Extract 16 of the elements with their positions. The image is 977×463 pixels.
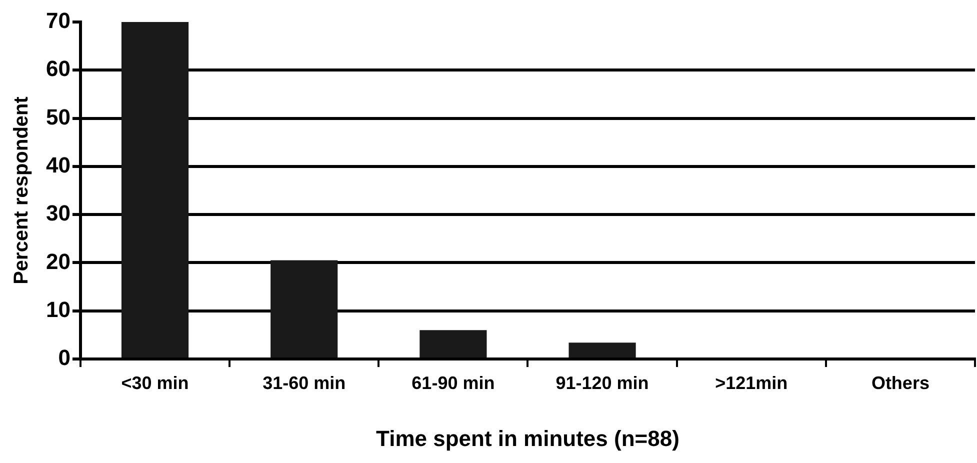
y-tick-label: 50	[46, 104, 70, 130]
x-tick-label: 31-60 min	[262, 372, 346, 393]
x-tick-label: Others	[871, 372, 930, 393]
y-tick-label: 30	[46, 200, 70, 226]
x-tick-label: >121min	[715, 372, 788, 393]
x-tick-label: 61-90 min	[412, 372, 495, 393]
y-tick-label: 60	[46, 56, 70, 82]
x-tick-label: <30 min	[121, 372, 189, 393]
x-axis-title: Time spent in minutes (n=88)	[376, 426, 680, 451]
x-tick-label: 91-120 min	[556, 372, 649, 393]
y-tick-label: 10	[46, 296, 70, 322]
y-axis-title: Percent respondent	[10, 96, 33, 284]
y-tick-label: 70	[46, 8, 70, 34]
y-tick-label: 40	[46, 152, 70, 178]
y-tick-label: 20	[46, 248, 70, 274]
y-tick-label: 0	[58, 345, 70, 370]
